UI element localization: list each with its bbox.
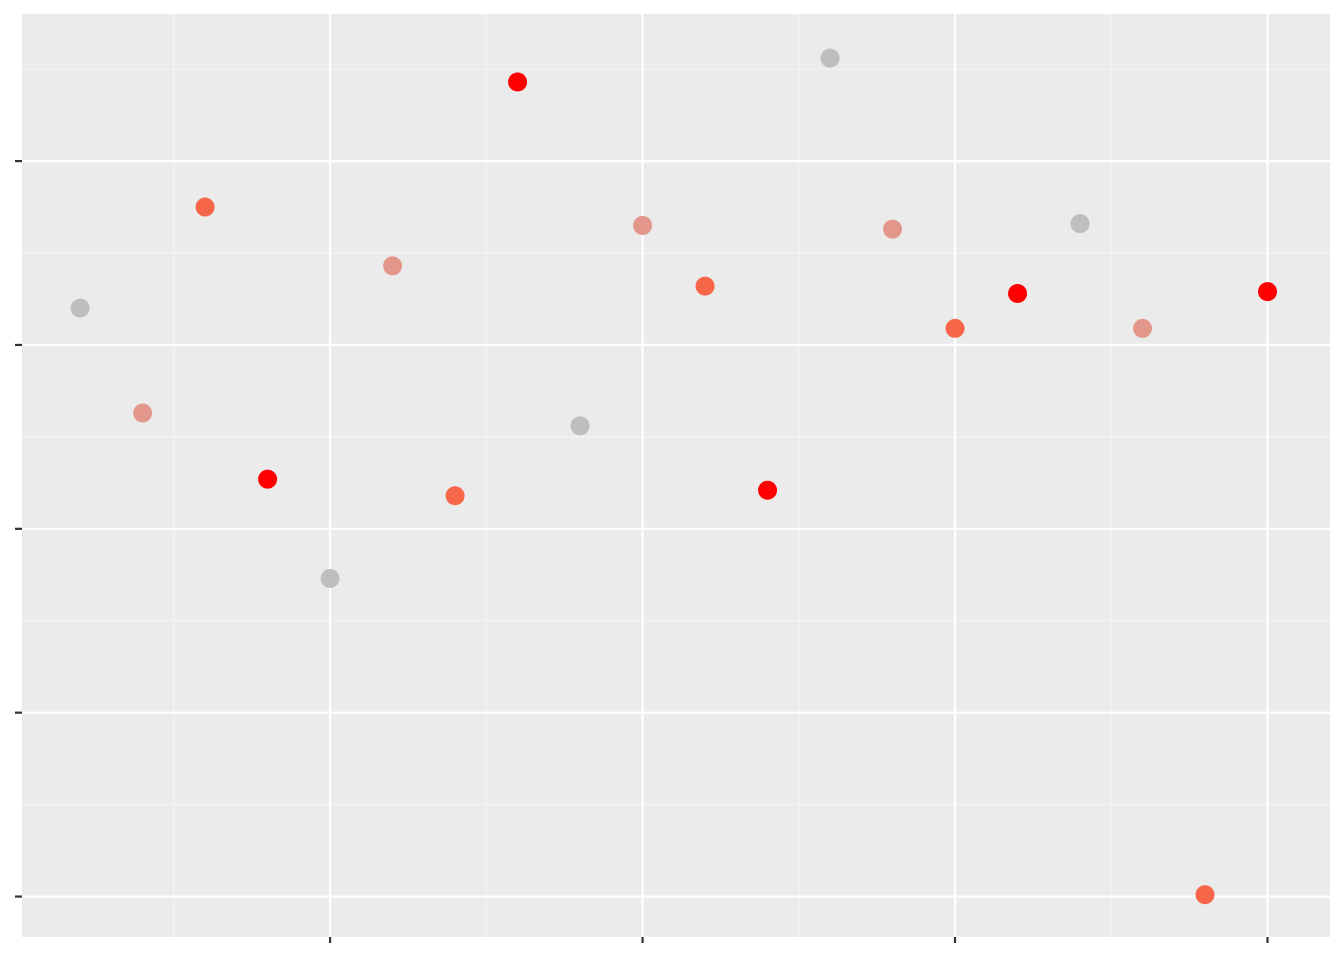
data-point (70, 298, 90, 318)
data-point (445, 486, 465, 506)
data-points (70, 48, 1278, 905)
major-gridlines (22, 14, 1330, 937)
plot-panel (22, 14, 1330, 937)
data-point (195, 197, 215, 217)
data-point (508, 72, 528, 92)
data-point (383, 256, 403, 276)
data-point (695, 276, 715, 296)
minor-gridlines (22, 14, 1330, 937)
data-point (883, 219, 903, 239)
data-point (1008, 283, 1028, 303)
data-point (633, 215, 653, 235)
data-point (258, 469, 278, 489)
data-point (1258, 282, 1278, 302)
data-point (133, 403, 153, 423)
axis-ticks (15, 159, 1269, 943)
data-point (758, 480, 778, 500)
data-point (1133, 318, 1153, 338)
data-point (1070, 214, 1090, 234)
data-point (1195, 885, 1215, 905)
data-point (945, 318, 965, 338)
data-point (320, 568, 340, 588)
data-point (820, 48, 840, 68)
data-point (570, 416, 590, 436)
